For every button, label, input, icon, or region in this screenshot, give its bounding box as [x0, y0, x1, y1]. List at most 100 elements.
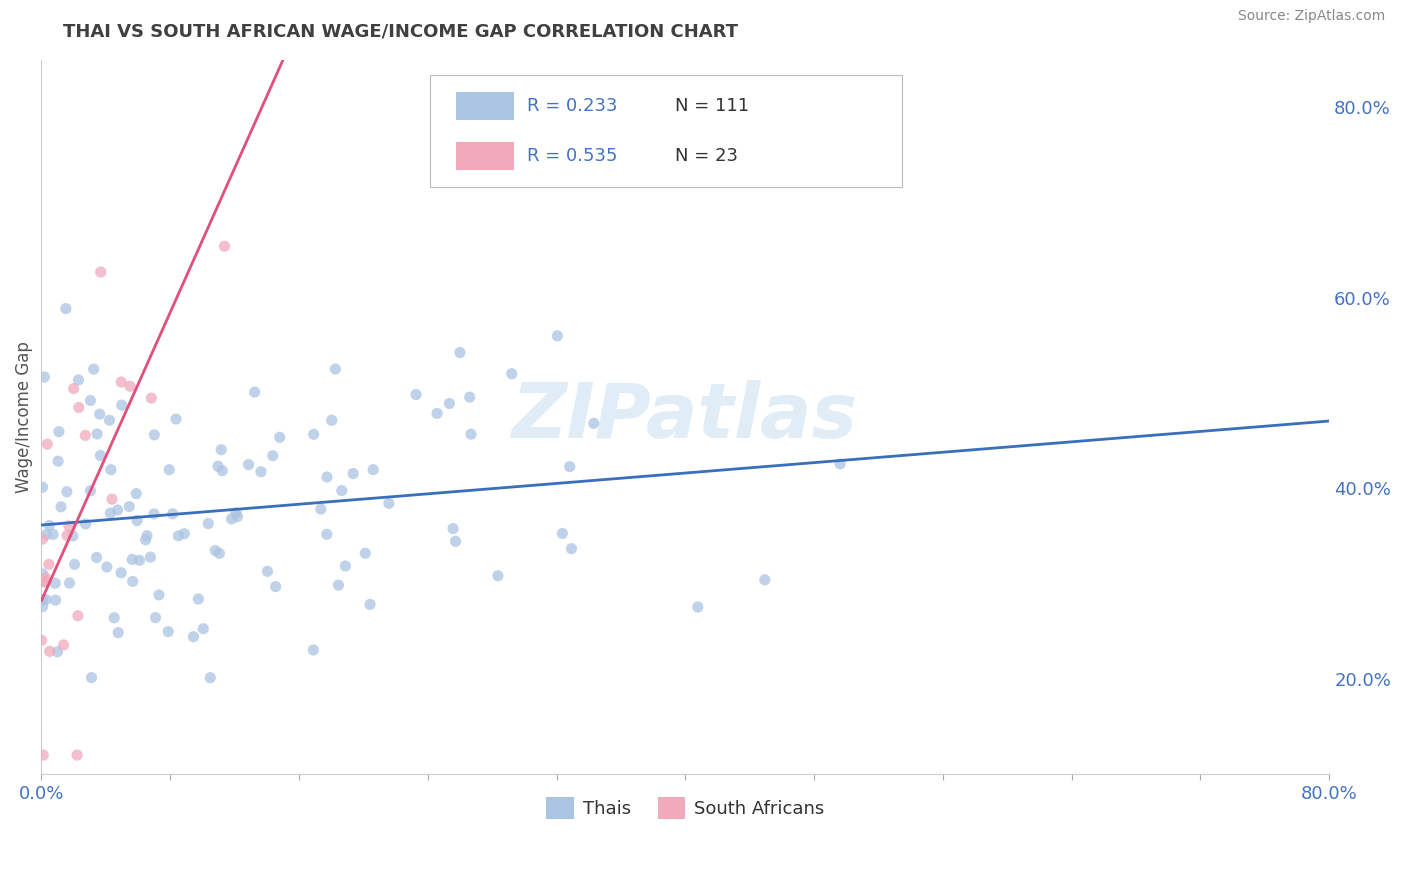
Point	[444, 534, 467, 549]
Point	[110, 375, 132, 389]
Point	[63, 558, 86, 572]
Point	[250, 465, 273, 479]
Point	[157, 624, 180, 639]
Point	[98, 506, 121, 520]
Point	[214, 239, 236, 253]
Point	[204, 543, 226, 558]
Point	[38, 558, 60, 572]
Point	[361, 463, 384, 477]
Text: R = 0.535: R = 0.535	[527, 147, 617, 165]
Point	[200, 671, 222, 685]
Point	[321, 413, 343, 427]
Point	[34, 370, 56, 384]
Point	[145, 610, 167, 624]
Point	[32, 574, 55, 589]
Point	[38, 644, 60, 658]
Point	[32, 747, 55, 762]
Point	[143, 507, 166, 521]
FancyBboxPatch shape	[430, 75, 901, 186]
Point	[103, 611, 125, 625]
Point	[209, 442, 232, 457]
Point	[225, 506, 247, 520]
Point	[31, 532, 53, 546]
Point	[316, 470, 339, 484]
Point	[582, 417, 605, 431]
Point	[107, 625, 129, 640]
Point	[325, 362, 347, 376]
Point	[754, 573, 776, 587]
Point	[125, 486, 148, 500]
Point	[486, 568, 509, 582]
Point	[148, 588, 170, 602]
Point	[243, 385, 266, 400]
Point	[342, 467, 364, 481]
Point	[359, 598, 381, 612]
Point	[439, 396, 461, 410]
Point	[111, 398, 134, 412]
Point	[221, 512, 243, 526]
Point	[330, 483, 353, 498]
Point	[31, 566, 53, 581]
Point	[686, 599, 709, 614]
Point	[42, 527, 65, 541]
Point	[328, 578, 350, 592]
Text: N = 23: N = 23	[675, 147, 738, 165]
Point	[135, 533, 157, 547]
Point	[100, 463, 122, 477]
Point	[75, 516, 97, 531]
Point	[208, 546, 231, 560]
Point	[110, 566, 132, 580]
Point	[31, 480, 53, 494]
Point	[335, 558, 357, 573]
Point	[62, 529, 84, 543]
Point	[226, 509, 249, 524]
Point	[44, 593, 66, 607]
Point	[31, 633, 53, 648]
Point	[49, 500, 72, 514]
Point	[89, 407, 111, 421]
Point	[46, 454, 69, 468]
Point	[107, 503, 129, 517]
Point	[67, 401, 90, 415]
Point	[66, 608, 89, 623]
Point	[269, 430, 291, 444]
Point	[309, 502, 332, 516]
Point	[551, 526, 574, 541]
Point	[118, 500, 141, 514]
Point	[37, 437, 59, 451]
Point	[187, 592, 209, 607]
Point	[98, 413, 121, 427]
Text: R = 0.233: R = 0.233	[527, 97, 617, 115]
Point	[458, 390, 481, 404]
Point	[143, 428, 166, 442]
Point	[79, 483, 101, 498]
Point	[183, 630, 205, 644]
Point	[264, 580, 287, 594]
Point	[80, 671, 103, 685]
Bar	[456, 143, 515, 169]
Point	[66, 747, 89, 762]
Point	[96, 560, 118, 574]
Point	[62, 382, 84, 396]
Point	[35, 527, 58, 541]
Point	[136, 529, 159, 543]
Point	[197, 516, 219, 531]
Point	[101, 492, 124, 507]
Point	[56, 528, 79, 542]
Point	[89, 449, 111, 463]
Point	[67, 373, 90, 387]
Point	[90, 265, 112, 279]
Point	[55, 301, 77, 316]
Text: THAI VS SOUTH AFRICAN WAGE/INCOME GAP CORRELATION CHART: THAI VS SOUTH AFRICAN WAGE/INCOME GAP CO…	[63, 22, 738, 40]
Bar	[456, 92, 515, 120]
Point	[86, 550, 108, 565]
Point	[501, 367, 523, 381]
Point	[58, 576, 80, 591]
Point	[207, 459, 229, 474]
Point	[75, 428, 97, 442]
Point	[48, 425, 70, 439]
Point	[162, 507, 184, 521]
Point	[256, 564, 278, 578]
Point	[31, 592, 53, 607]
Point	[35, 574, 58, 589]
